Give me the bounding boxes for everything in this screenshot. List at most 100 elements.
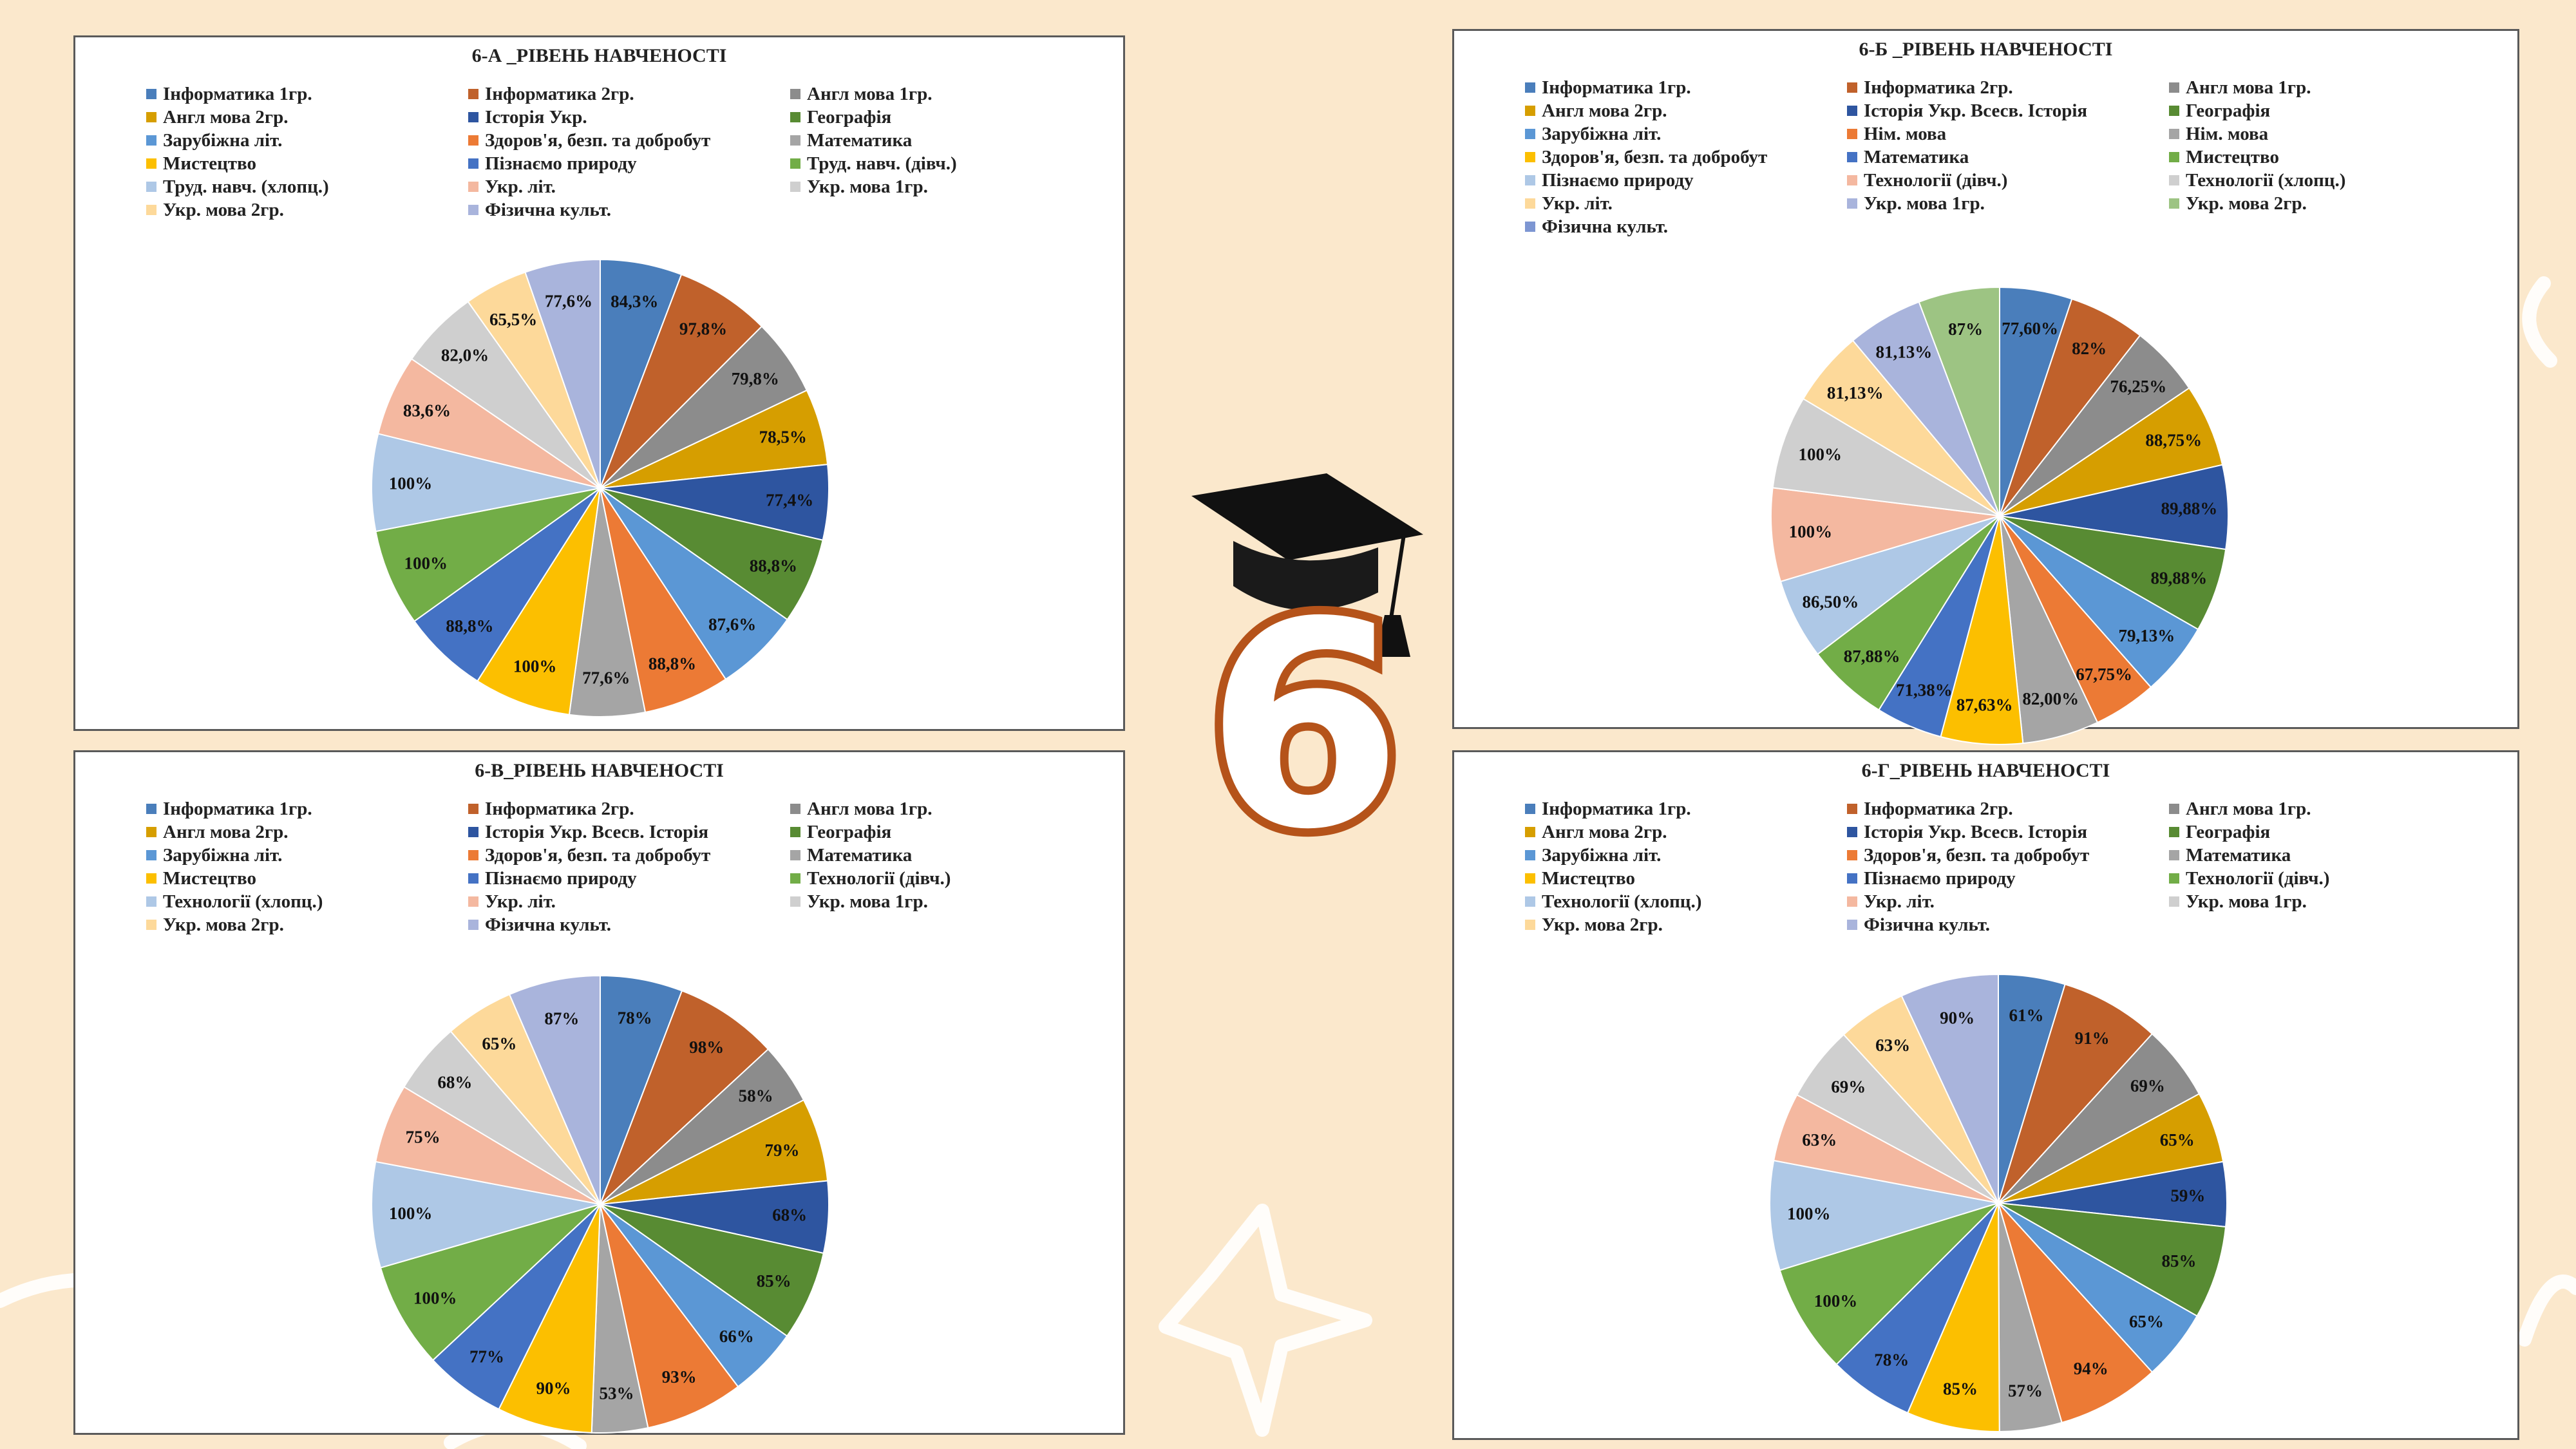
legend-label: Нім. мова — [1864, 123, 1947, 144]
slice-data-label: 53% — [600, 1384, 634, 1403]
chart-panel-6g: 6-Г_РІВЕНЬ НАВЧЕНОСТІ Інформатика 1гр. Ін… — [1452, 750, 2519, 1440]
slice-data-label: 83,6% — [403, 401, 451, 421]
legend-entry: Технології (хлопц.) — [2169, 169, 2345, 192]
legend-entry: Історія Укр. Всесв. Історія — [468, 820, 708, 844]
slice-data-label: 100% — [1799, 444, 1842, 464]
legend-swatch — [2169, 873, 2179, 884]
legend-label: Зарубіжна літ. — [1542, 844, 1662, 866]
legend-entry: Пізнаємо природу — [468, 867, 637, 890]
slice-data-label: 61% — [2009, 1006, 2043, 1025]
legend-label: Інформатика 1гр. — [1542, 798, 1691, 819]
slice-data-label: 67,75% — [2076, 665, 2132, 684]
legend-swatch — [2169, 804, 2179, 814]
legend-swatch — [2169, 198, 2179, 209]
pie-slice — [600, 258, 683, 489]
slice-data-label: 58% — [739, 1086, 773, 1105]
legend-swatch — [146, 112, 156, 122]
legend-swatch — [2169, 129, 2179, 139]
legend-entry: Укр. літ. — [1847, 890, 1935, 913]
slice-data-label: 94% — [2074, 1359, 2108, 1378]
slice-data-label: 85% — [1943, 1379, 1978, 1399]
legend-entry: Англ мова 2гр. — [1525, 99, 1667, 122]
pie-slice — [1779, 1202, 1999, 1366]
chart-title: 6-Б _РІВЕНЬ НАВЧЕНОСТІ — [1859, 39, 2113, 60]
slice-data-label: 77% — [469, 1347, 504, 1366]
legend-entry: Історія Укр. Всесв. Історія — [1847, 820, 2087, 844]
legend-label: Укр. мова 1гр. — [807, 891, 928, 912]
legend-label: Здоров'я, безп. та добробут — [1864, 844, 2090, 866]
chart-panel-6b: 6-Б _РІВЕНЬ НАВЧЕНОСТІ Інформатика 1гр. І… — [1452, 29, 2519, 745]
slice-data-label: 75% — [406, 1127, 440, 1146]
pie-slice — [600, 488, 788, 681]
legend-entry: Історія Укр. — [468, 106, 587, 129]
legend-entry: Здоров'я, безп. та добробут — [468, 129, 710, 152]
pie-chart: 84,3% 97,8% 79,8% 78,5% 77,4% 88,8% 87,6% 88,8%… — [371, 258, 829, 717]
legend-label: Зарубіжна літ. — [163, 129, 283, 151]
slice-data-label: 87,63% — [1956, 696, 2013, 715]
slice-data-label: 93% — [662, 1367, 697, 1387]
slice-data-label: 78,5% — [759, 428, 807, 447]
legend-swatch — [1847, 920, 1857, 930]
slice-data-label: 100% — [1787, 1204, 1831, 1223]
slice-data-label: 78% — [618, 1008, 652, 1027]
chart-panel-6v: 6-В_РІВЕНЬ НАВЧЕНОСТІ Інформатика 1гр. Ін… — [73, 750, 1125, 1435]
legend-swatch — [790, 804, 800, 814]
pie-slice — [377, 357, 601, 489]
legend-swatch — [2169, 152, 2179, 162]
legend-label: Мистецтво — [2186, 146, 2279, 167]
legend-swatch — [146, 896, 156, 907]
legend-label: Технології (хлопц.) — [163, 891, 323, 912]
legend-label: Укр. літ. — [1864, 891, 1935, 912]
legend-entry: Англ мова 1гр. — [2169, 76, 2311, 99]
pie-slice — [600, 990, 770, 1205]
legend-entry: Фізична культ. — [468, 198, 611, 222]
legend-entry: Нім. мова — [1847, 122, 1946, 146]
legend-swatch — [468, 827, 478, 837]
legend-entry: Мистецтво — [146, 867, 256, 890]
legend-label: Інформатика 2гр. — [485, 798, 634, 819]
pie-chart: 61% 91% 69% 65% 59% 85% 65% 94% 57% 85% 78% 100% 100… — [1769, 973, 2228, 1433]
legend-swatch — [2169, 896, 2179, 907]
legend-label: Укр. мова 2гр. — [2186, 193, 2307, 214]
legend-entry: Історія Укр. Всесв. Історія — [1847, 99, 2087, 122]
legend-label: Англ мова 2гр. — [1542, 100, 1667, 121]
legend-entry: Нім. мова — [2169, 122, 2268, 146]
legend-label: Англ мова 2гр. — [163, 821, 289, 842]
pie-slice — [1779, 515, 2000, 656]
legend-swatch — [1525, 222, 1535, 232]
legend-entry: Укр. мова 2гр. — [2169, 192, 2307, 215]
chart-title: 6-В_РІВЕНЬ НАВЧЕНОСТІ — [475, 760, 724, 781]
legend-swatch — [1847, 175, 1857, 185]
legend-entry: Здоров'я, безп. та добробут — [1847, 844, 2089, 867]
slice-data-label: 100% — [513, 657, 557, 676]
legend-entry: Географія — [790, 106, 891, 129]
slice-data-label: 88,8% — [750, 556, 797, 575]
slice-data-label: 69% — [1831, 1077, 1866, 1096]
legend-entry: Пізнаємо природу — [1847, 867, 2016, 890]
pie-slice — [1918, 286, 2000, 516]
legend-entry: Інформатика 2гр. — [468, 82, 634, 106]
slice-data-label: 71,38% — [1896, 680, 1953, 699]
legend-entry: Труд. навч. (хлопц.) — [146, 175, 329, 198]
legend-entry: Географія — [790, 820, 891, 844]
legend-entry: Математика — [790, 844, 912, 867]
legend-entry: Інформатика 2гр. — [1847, 76, 2013, 99]
legend-swatch — [468, 804, 478, 814]
swirl-decoration-2 — [2517, 1274, 2576, 1347]
legend-entry: Укр. мова 2гр. — [1525, 913, 1663, 936]
slice-data-label: 98% — [689, 1037, 724, 1057]
slice-data-label: 78% — [1874, 1350, 1909, 1370]
legend-label: Інформатика 1гр. — [163, 798, 312, 819]
legend-entry: Зарубіжна літ. — [1525, 844, 1661, 867]
pie-slice — [1900, 973, 1999, 1204]
legend-label: Технології (дівч.) — [1864, 169, 2008, 191]
legend-entry: Труд. навч. (дівч.) — [790, 152, 957, 175]
legend-entry: Фізична культ. — [1847, 913, 1990, 936]
legend-swatch — [146, 827, 156, 837]
legend-entry: Пізнаємо природу — [1525, 169, 1694, 192]
legend-label: Англ мова 1гр. — [2186, 798, 2311, 819]
legend-label: Укр. мова 1гр. — [807, 176, 928, 197]
legend-swatch — [146, 850, 156, 860]
slice-data-label: 79,8% — [732, 369, 779, 388]
legend-entry: Англ мова 1гр. — [790, 797, 932, 820]
